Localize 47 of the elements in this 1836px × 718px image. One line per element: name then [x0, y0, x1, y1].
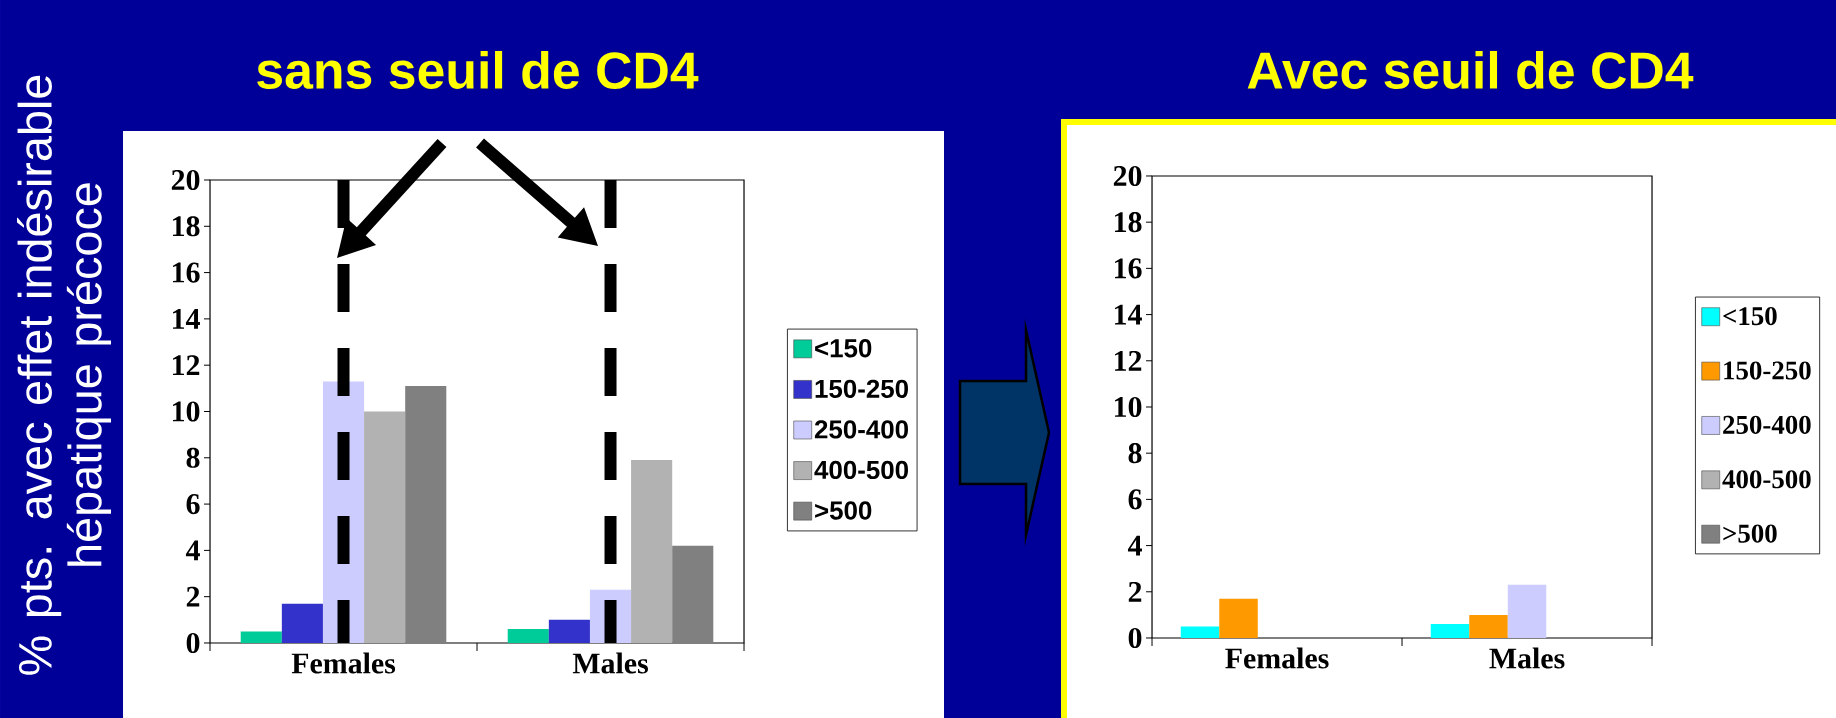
- y-tick-label: 16: [1115, 258, 1142, 279]
- y-tick-label: 10: [173, 401, 200, 422]
- x-tick-label: Females: [1225, 647, 1329, 669]
- legend-label: 150-250: [1724, 361, 1811, 380]
- y-tick-label: 16: [173, 262, 200, 283]
- y-tick-label: 0: [186, 632, 200, 654]
- y-tick-label: 4: [185, 540, 200, 561]
- bar: [240, 631, 282, 643]
- y-tick-label: 2: [1128, 581, 1142, 602]
- bar: [281, 603, 323, 643]
- y-tick-label: 12: [1115, 350, 1142, 371]
- bar: [631, 460, 673, 643]
- y-tick-label: 8: [186, 447, 200, 468]
- y-tick-label: 6: [1128, 489, 1142, 510]
- legend-label: 250-400: [1723, 415, 1811, 434]
- chart-title: sans seuil de CD4: [257, 50, 699, 89]
- x-tick-label: Males: [572, 652, 648, 674]
- y-tick-label: 4: [1127, 535, 1142, 556]
- y-tick-label: 20: [171, 169, 200, 191]
- bar: [507, 629, 549, 643]
- x-tick-label: Females: [291, 652, 396, 674]
- y-tick-label: 18: [1115, 212, 1142, 233]
- y-tick-label: 6: [186, 494, 200, 515]
- legend-label: <150: [1723, 307, 1777, 326]
- y-tick-label: 14: [1115, 304, 1142, 325]
- y-tick-label: 0: [1128, 627, 1142, 649]
- y-tick-label: 18: [173, 216, 200, 237]
- bar: [548, 619, 590, 643]
- legend-label: 150-250: [815, 379, 908, 398]
- legend-label: 400-500: [1722, 470, 1811, 489]
- legend-label: 250-400: [814, 420, 908, 439]
- legend-label: <150: [815, 339, 872, 358]
- y-tick-label: 12: [173, 355, 200, 376]
- y-axis-title: % pts. avec effet indésirable hépatique précoce: [17, 75, 112, 675]
- y-tick-label: 10: [1115, 396, 1142, 418]
- legend-label: >500: [1723, 524, 1777, 543]
- legend-label: 400-500: [814, 460, 908, 480]
- y-tick-label: 8: [1128, 443, 1142, 464]
- y-tick-label: 20: [1113, 165, 1142, 187]
- chart-title: Avec seuil de CD4: [1247, 50, 1694, 89]
- y-tick-label: 2: [186, 586, 200, 607]
- bar: [672, 545, 714, 643]
- legend-label: >500: [815, 501, 872, 520]
- y-tick-label: 14: [173, 309, 200, 329]
- bar: [364, 411, 406, 643]
- x-tick-label: Males: [1489, 647, 1565, 669]
- bar: [405, 386, 447, 643]
